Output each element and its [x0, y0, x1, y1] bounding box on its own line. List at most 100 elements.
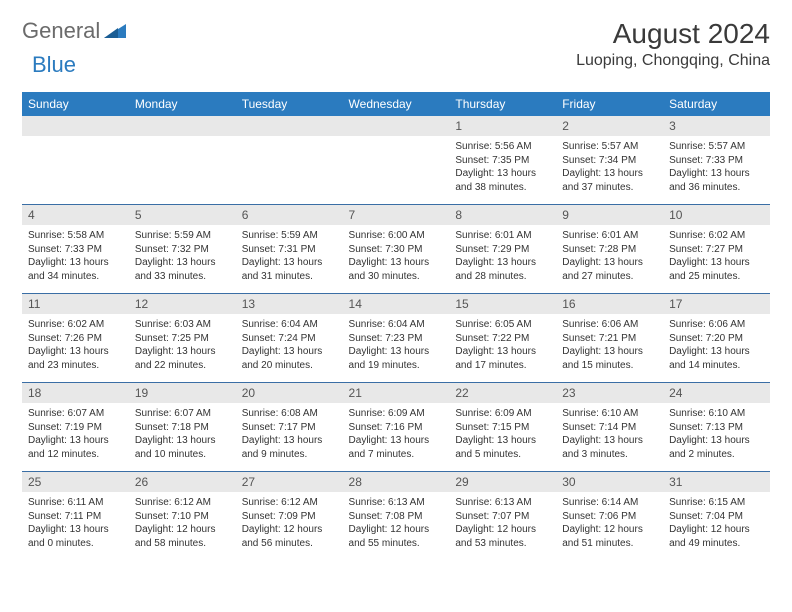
detail-line: Daylight: 13 hours — [242, 345, 337, 359]
month-title: August 2024 — [576, 18, 770, 50]
day-detail: Sunrise: 5:56 AMSunset: 7:35 PMDaylight:… — [449, 136, 556, 205]
detail-line: Sunrise: 6:10 AM — [669, 407, 764, 421]
detail-line: Sunrise: 6:00 AM — [349, 229, 444, 243]
detail-line: Daylight: 13 hours — [562, 167, 657, 181]
day-header: Tuesday — [236, 92, 343, 116]
detail-line: Sunset: 7:35 PM — [455, 154, 550, 168]
detail-line: and 0 minutes. — [28, 537, 123, 551]
day-detail: Sunrise: 5:59 AMSunset: 7:31 PMDaylight:… — [236, 225, 343, 294]
day-number: 8 — [449, 205, 556, 226]
day-detail: Sunrise: 6:14 AMSunset: 7:06 PMDaylight:… — [556, 492, 663, 560]
detail-line: and 2 minutes. — [669, 448, 764, 462]
detail-line: and 31 minutes. — [242, 270, 337, 284]
day-header-row: Sunday Monday Tuesday Wednesday Thursday… — [22, 92, 770, 116]
day-detail: Sunrise: 6:09 AMSunset: 7:16 PMDaylight:… — [343, 403, 450, 472]
detail-line: and 7 minutes. — [349, 448, 444, 462]
day-detail: Sunrise: 6:08 AMSunset: 7:17 PMDaylight:… — [236, 403, 343, 472]
day-detail: Sunrise: 5:57 AMSunset: 7:34 PMDaylight:… — [556, 136, 663, 205]
location: Luoping, Chongqing, China — [576, 52, 770, 70]
detail-line: Daylight: 13 hours — [349, 345, 444, 359]
detail-line: Sunrise: 6:06 AM — [669, 318, 764, 332]
detail-line: Daylight: 13 hours — [562, 256, 657, 270]
detail-line: Sunrise: 5:57 AM — [562, 140, 657, 154]
day-number: 12 — [129, 294, 236, 315]
detail-line: Sunset: 7:04 PM — [669, 510, 764, 524]
day-detail: Sunrise: 6:13 AMSunset: 7:07 PMDaylight:… — [449, 492, 556, 560]
day-detail: Sunrise: 6:12 AMSunset: 7:10 PMDaylight:… — [129, 492, 236, 560]
detail-line: Sunset: 7:33 PM — [669, 154, 764, 168]
day-number: 1 — [449, 116, 556, 136]
day-detail: Sunrise: 6:07 AMSunset: 7:19 PMDaylight:… — [22, 403, 129, 472]
day-number: 6 — [236, 205, 343, 226]
day-number: 18 — [22, 383, 129, 404]
detail-line: Sunset: 7:34 PM — [562, 154, 657, 168]
detail-line: Sunrise: 6:08 AM — [242, 407, 337, 421]
day-detail: Sunrise: 6:02 AMSunset: 7:26 PMDaylight:… — [22, 314, 129, 383]
day-detail: Sunrise: 5:59 AMSunset: 7:32 PMDaylight:… — [129, 225, 236, 294]
detail-line: Sunrise: 6:09 AM — [349, 407, 444, 421]
day-header: Sunday — [22, 92, 129, 116]
detail-line: Daylight: 13 hours — [135, 256, 230, 270]
detail-line: Sunset: 7:21 PM — [562, 332, 657, 346]
detail-line: Sunset: 7:24 PM — [242, 332, 337, 346]
day-detail: Sunrise: 6:04 AMSunset: 7:24 PMDaylight:… — [236, 314, 343, 383]
day-detail — [236, 136, 343, 205]
title-block: August 2024 Luoping, Chongqing, China — [576, 18, 770, 70]
detail-line: Sunrise: 6:10 AM — [562, 407, 657, 421]
detail-line: Sunrise: 6:05 AM — [455, 318, 550, 332]
detail-line: Sunrise: 5:59 AM — [135, 229, 230, 243]
day-number: 14 — [343, 294, 450, 315]
day-detail — [129, 136, 236, 205]
daynum-row: 11121314151617 — [22, 294, 770, 315]
detail-line: Daylight: 13 hours — [669, 256, 764, 270]
detail-line: and 58 minutes. — [135, 537, 230, 551]
logo-text-general: General — [22, 18, 100, 44]
detail-line: Sunrise: 6:02 AM — [28, 318, 123, 332]
detail-line: Sunset: 7:28 PM — [562, 243, 657, 257]
day-number — [236, 116, 343, 136]
detail-line: Sunset: 7:33 PM — [28, 243, 123, 257]
day-detail: Sunrise: 6:15 AMSunset: 7:04 PMDaylight:… — [663, 492, 770, 560]
detail-line: Daylight: 13 hours — [28, 523, 123, 537]
detail-line: Sunrise: 6:01 AM — [562, 229, 657, 243]
detail-line: Daylight: 13 hours — [28, 434, 123, 448]
detail-line: and 10 minutes. — [135, 448, 230, 462]
detail-line: and 20 minutes. — [242, 359, 337, 373]
detail-line: Sunset: 7:22 PM — [455, 332, 550, 346]
detail-line: Sunset: 7:32 PM — [135, 243, 230, 257]
detail-line: and 51 minutes. — [562, 537, 657, 551]
detail-line: and 3 minutes. — [562, 448, 657, 462]
day-number: 23 — [556, 383, 663, 404]
day-number: 17 — [663, 294, 770, 315]
logo: General — [22, 18, 128, 44]
day-number: 2 — [556, 116, 663, 136]
detail-line: Daylight: 12 hours — [135, 523, 230, 537]
detail-line: Sunrise: 5:57 AM — [669, 140, 764, 154]
day-detail: Sunrise: 6:00 AMSunset: 7:30 PMDaylight:… — [343, 225, 450, 294]
detail-line: and 28 minutes. — [455, 270, 550, 284]
day-number — [129, 116, 236, 136]
daynum-row: 25262728293031 — [22, 472, 770, 493]
day-number: 16 — [556, 294, 663, 315]
detail-line: Daylight: 13 hours — [669, 167, 764, 181]
detail-line: Sunset: 7:11 PM — [28, 510, 123, 524]
detail-line: Daylight: 13 hours — [349, 256, 444, 270]
detail-line: Sunrise: 6:15 AM — [669, 496, 764, 510]
detail-line: Sunset: 7:26 PM — [28, 332, 123, 346]
day-header: Monday — [129, 92, 236, 116]
day-detail: Sunrise: 6:12 AMSunset: 7:09 PMDaylight:… — [236, 492, 343, 560]
detail-line: Sunrise: 6:04 AM — [242, 318, 337, 332]
detail-line: and 36 minutes. — [669, 181, 764, 195]
detail-line: and 14 minutes. — [669, 359, 764, 373]
day-detail: Sunrise: 6:01 AMSunset: 7:29 PMDaylight:… — [449, 225, 556, 294]
day-detail: Sunrise: 6:06 AMSunset: 7:20 PMDaylight:… — [663, 314, 770, 383]
detail-line: Sunset: 7:23 PM — [349, 332, 444, 346]
detail-line: Sunset: 7:15 PM — [455, 421, 550, 435]
detail-line: Sunrise: 6:13 AM — [349, 496, 444, 510]
detail-line: and 5 minutes. — [455, 448, 550, 462]
detail-row: Sunrise: 6:11 AMSunset: 7:11 PMDaylight:… — [22, 492, 770, 560]
detail-line: and 56 minutes. — [242, 537, 337, 551]
detail-line: Daylight: 12 hours — [562, 523, 657, 537]
detail-row: Sunrise: 6:07 AMSunset: 7:19 PMDaylight:… — [22, 403, 770, 472]
day-number: 10 — [663, 205, 770, 226]
